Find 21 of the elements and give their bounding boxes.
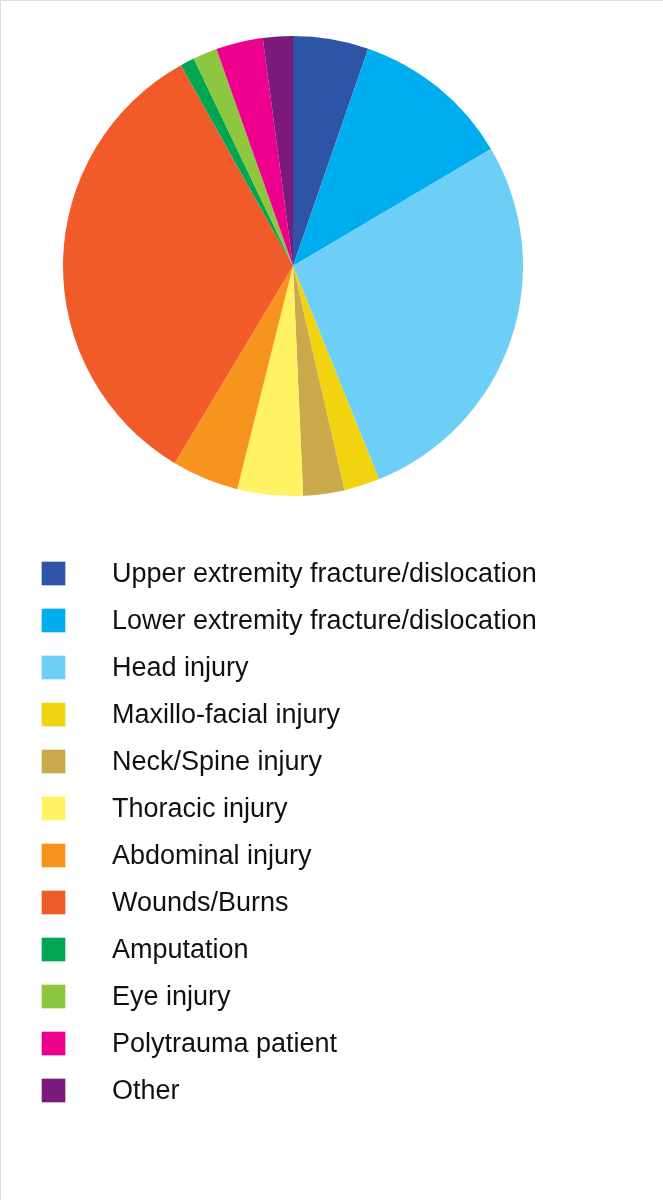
legend-label: Head injury [112,651,250,682]
legend-label: Abdominal injury [112,839,313,870]
pie-slice [293,48,491,266]
legend-label: Amputation [112,933,249,964]
legend-label: Upper extremity fracture/dislocation [112,557,537,588]
legend-label: Polytrauma patient [112,1027,338,1058]
pie-slice [293,148,523,480]
legend-label: Eye injury [112,980,232,1011]
pie-slice [293,266,345,496]
pie-slice [174,266,293,490]
pie-slice [293,36,369,266]
legend-label: Other [112,1074,180,1105]
pie-slice [293,266,380,491]
legend-label: Neck/Spine injury [112,745,323,776]
legend-label: Wounds/Burns [112,886,289,917]
pie-slice [216,38,293,266]
legend-label: Lower extremity fracture/dislocation [112,604,537,635]
legend-label: Maxillo-facial injury [112,698,341,729]
pie-slice [63,65,293,464]
legend-label: Thoracic injury [112,792,289,823]
pie-slice [237,266,304,496]
